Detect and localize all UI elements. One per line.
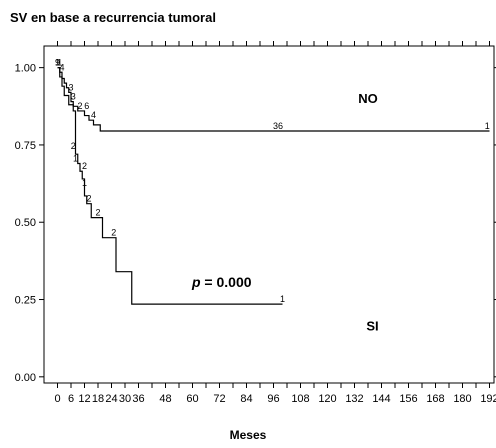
x-tick-label: 0 <box>54 393 60 405</box>
chart-title: SV en base a recurrencia tumoral <box>10 10 216 25</box>
x-tick-label: 96 <box>267 393 279 405</box>
x-tick-label: 192 <box>480 393 496 405</box>
censor-mark: 1 <box>485 121 490 131</box>
censor-mark: 36 <box>273 121 283 131</box>
censor-mark: 1 <box>280 294 285 304</box>
x-tick-label: 72 <box>213 393 225 405</box>
x-tick-label: 156 <box>399 393 417 405</box>
x-tick-label: 108 <box>291 393 309 405</box>
x-tick-label: 60 <box>186 393 198 405</box>
p-symbol: p <box>191 274 201 290</box>
x-tick-label: 12 <box>78 393 90 405</box>
y-tick-label: 0.00 <box>15 372 36 384</box>
censor-mark: 2 <box>82 161 87 171</box>
x-tick-label: 132 <box>345 393 363 405</box>
x-tick-label: 48 <box>159 393 171 405</box>
x-tick-label: 120 <box>318 393 336 405</box>
p-value: = 0.000 <box>201 274 252 290</box>
censor-mark: 2 <box>95 208 100 218</box>
y-axis: 0.00 0.25 0.50 0.75 1.00 <box>15 63 496 384</box>
x-axis: 0 6 12 18 24 30 36 48 60 72 84 96 108 120 132 144 156 168… <box>54 41 496 405</box>
censor-mark: 3 <box>71 92 76 102</box>
censor-mark: 3 <box>68 82 73 92</box>
group-label-si: SI <box>366 318 378 333</box>
x-tick-label: 84 <box>240 393 252 405</box>
p-value-label: p = 0.000 <box>191 274 252 290</box>
censor-mark: 2 <box>86 194 91 204</box>
x-tick-label: 24 <box>105 393 117 405</box>
censor-mark: 4 <box>59 62 64 72</box>
censor-mark: 1 <box>55 58 60 68</box>
x-tick-label: 144 <box>372 393 390 405</box>
y-tick-label: 0.50 <box>15 217 36 229</box>
x-tick-label: 6 <box>68 393 74 405</box>
x-axis-title: Meses <box>229 428 267 442</box>
x-tick-label: 180 <box>453 393 471 405</box>
x-tick-label: 30 <box>119 393 131 405</box>
censor-mark: 6 <box>84 101 89 111</box>
annotations: NO p = 0.000 SI <box>191 91 379 333</box>
censor-mark: 4 <box>91 110 96 120</box>
y-tick-label: 0.75 <box>15 140 36 152</box>
censor-mark: 2 <box>71 141 76 151</box>
censor-mark: 2 <box>111 228 116 238</box>
censor-mark: 1 <box>73 153 78 163</box>
censor-mark: 9 <box>55 58 60 68</box>
group-label-no: NO <box>358 91 378 106</box>
y-tick-label: 0.25 <box>15 295 36 307</box>
x-tick-label: 18 <box>92 393 104 405</box>
censor-mark: 1 <box>82 178 87 188</box>
series-layer <box>57 67 490 305</box>
censor-mark: 1 <box>57 58 62 68</box>
y-tick-label: 1.00 <box>15 63 36 75</box>
x-tick-label: 36 <box>132 393 144 405</box>
censor-mark: 2 <box>77 101 82 111</box>
x-tick-label: 168 <box>426 393 444 405</box>
survival-curve-si <box>57 67 283 305</box>
plot-frame <box>43 45 495 384</box>
